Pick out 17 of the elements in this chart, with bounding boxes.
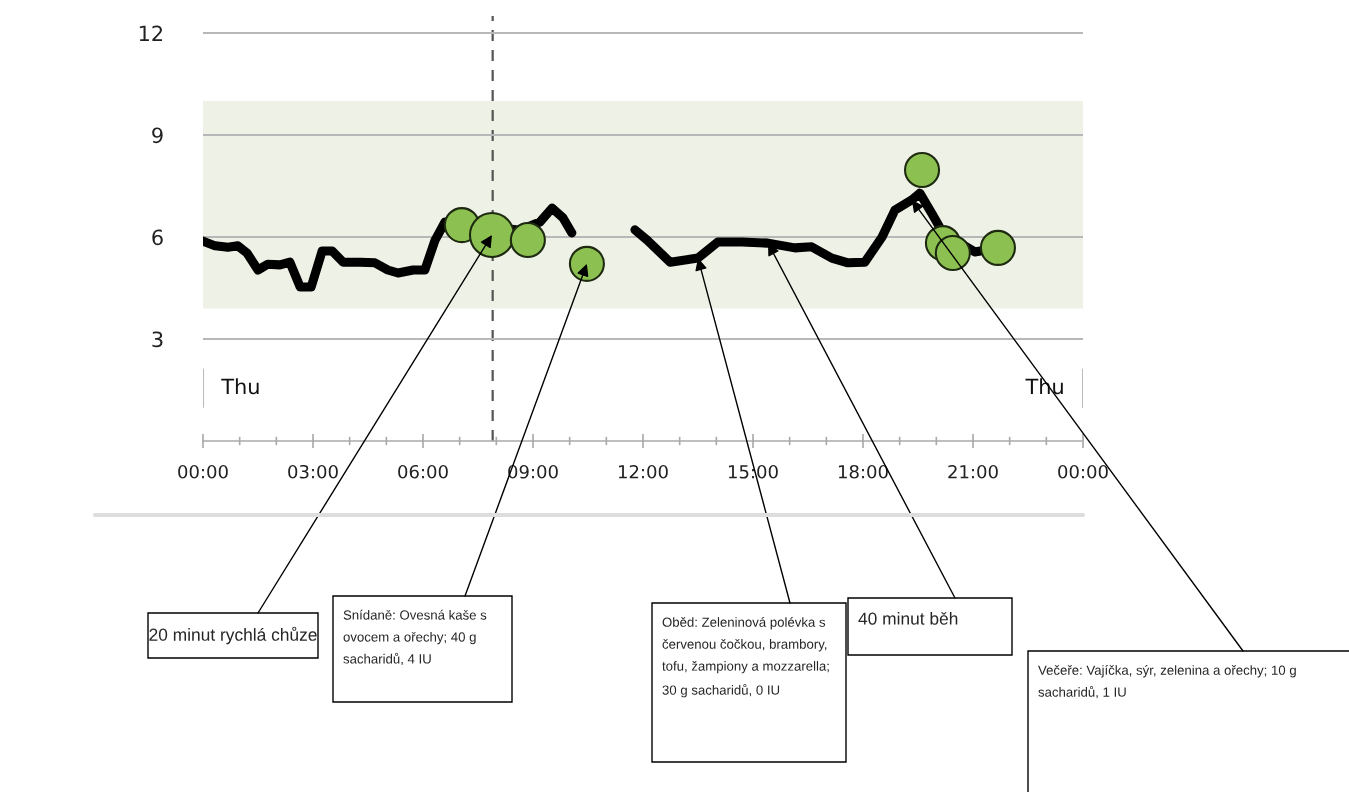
x-tick-label: 21:00	[948, 464, 998, 479]
annotation: Večeře: Vajíčka, sýr, zelenina a ořechy; 10 g sacharidů, 1 IU	[1038, 665, 1296, 699]
x-tick-label: 00:00	[1058, 464, 1108, 479]
y-tick-label: 12	[139, 25, 163, 41]
annotation: Thu	[221, 378, 259, 395]
y-tick-label: 9	[152, 127, 163, 144]
annotation: Snídaně: Ovesná kaše s ovocem a ořechy; 40 g sacharidů, 4 IU	[343, 609, 487, 666]
x-tick-label: 18:00	[838, 464, 888, 479]
y-tick-label: 6	[152, 229, 163, 246]
y-tick-label: 3	[152, 331, 163, 348]
annotation: 40 minut běh	[858, 611, 958, 625]
x-tick-label: 03:00	[288, 464, 338, 479]
annotation: Oběd: Zeleninová polévka s červenou čočkou, brambory, tofu, žampiony a mozzarella; 30 g sacharidů, 0 IU	[662, 617, 829, 698]
annotation: 20 minut rychlá chůze	[149, 626, 317, 645]
x-tick-label: 06:00	[398, 464, 448, 479]
x-tick-label: 12:00	[618, 464, 668, 479]
x-tick-label: 00:00	[178, 464, 228, 479]
